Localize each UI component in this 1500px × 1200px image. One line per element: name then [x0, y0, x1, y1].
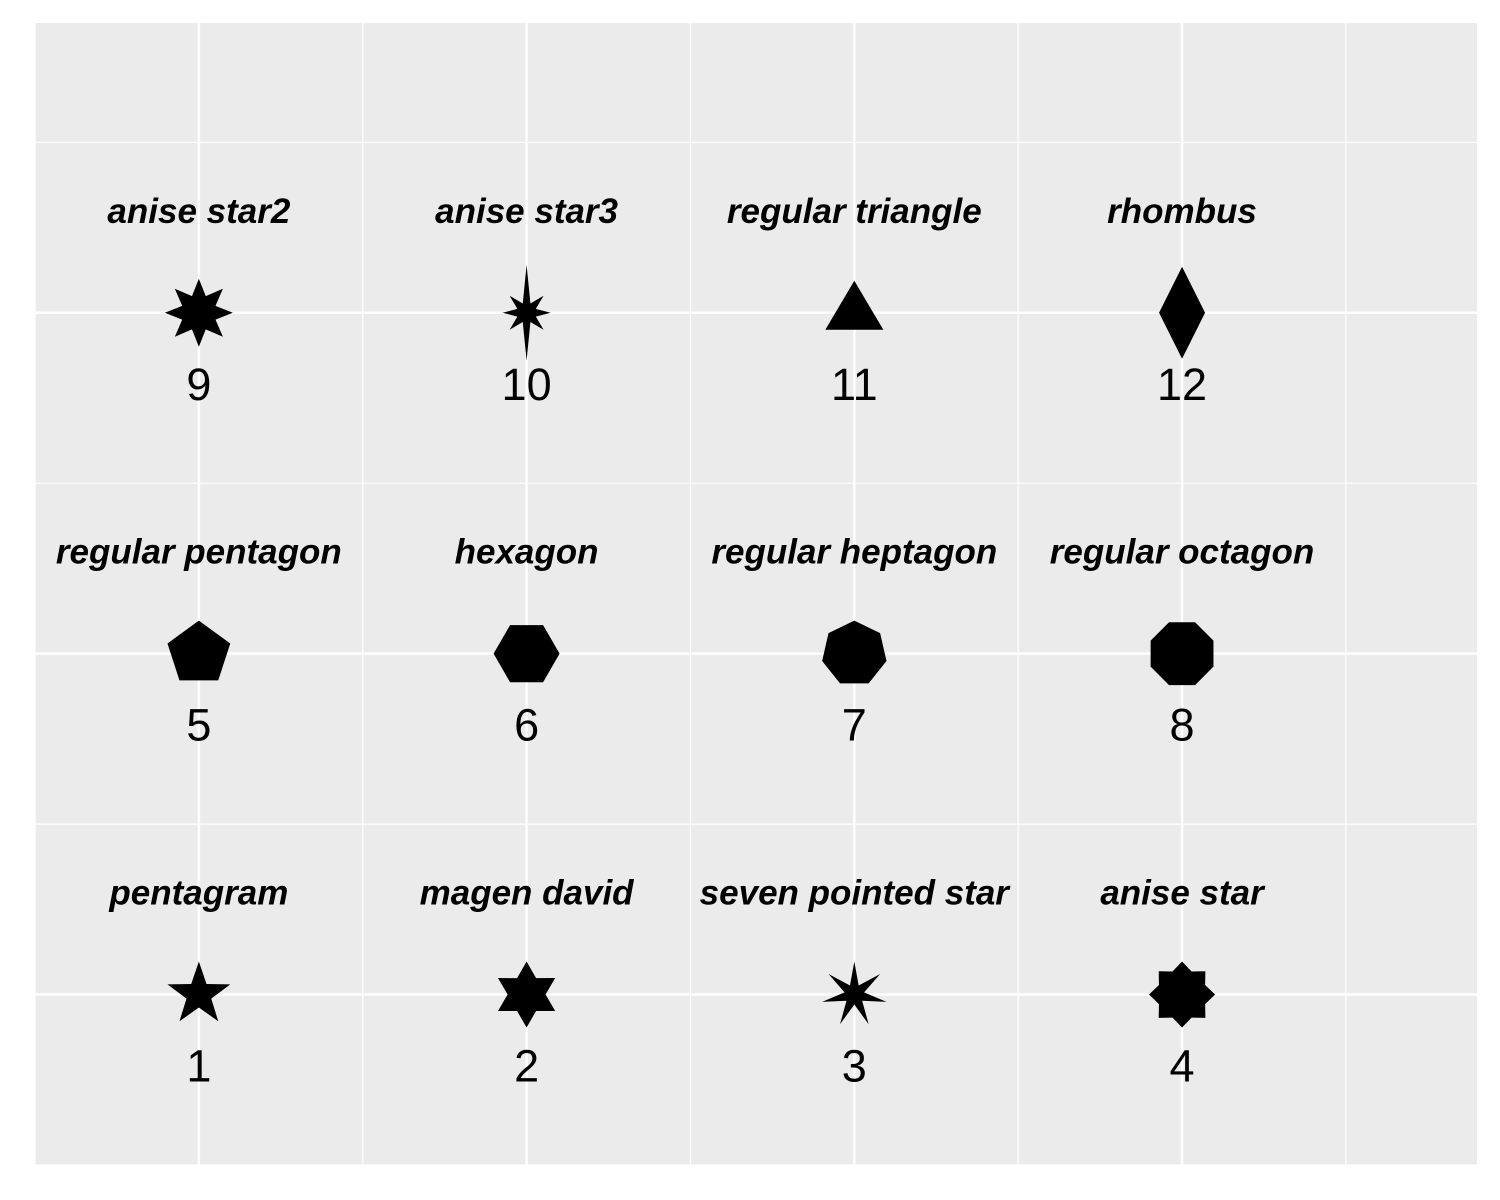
regular-triangle-icon [825, 280, 884, 330]
shape-number-label: 12 [1157, 359, 1207, 410]
shape-name-label: regular heptagon [711, 533, 997, 572]
shape-name-label: seven pointed star [700, 874, 1012, 913]
seven-pointed-star-icon [822, 961, 887, 1025]
shape-name-label: anise star [1100, 874, 1266, 913]
shape-number-label: 8 [1170, 700, 1195, 751]
shape-number-label: 11 [831, 359, 878, 410]
anise-star2-icon [164, 278, 233, 347]
shape-name-label: hexagon [455, 533, 599, 572]
anise-star-icon [1149, 961, 1216, 1028]
shape-number-label: 5 [186, 700, 211, 751]
shape-name-label: rhombus [1107, 192, 1257, 231]
regular-heptagon-icon [822, 620, 887, 684]
shape-number-label: 6 [514, 700, 539, 751]
shape-number-label: 2 [514, 1041, 539, 1092]
hexagon-icon [493, 625, 560, 683]
shape-number-label: 1 [186, 1041, 211, 1092]
regular-pentagon-icon [167, 620, 231, 681]
shape-name-label: anise star3 [435, 192, 618, 231]
pentagram-icon [167, 961, 231, 1022]
shape-number-label: 9 [186, 359, 211, 410]
anise-star3-icon [502, 264, 551, 361]
shape-name-label: magen david [420, 874, 635, 913]
shape-name-label: regular pentagon [56, 533, 342, 572]
shape-name-label: regular triangle [727, 192, 982, 231]
shape-number-label: 3 [842, 1041, 867, 1092]
regular-octagon-icon [1150, 622, 1214, 686]
shape-number-label: 4 [1170, 1041, 1195, 1092]
plot-panel [35, 23, 1477, 1165]
shape-name-label: regular octagon [1050, 533, 1314, 572]
shape-number-label: 7 [842, 700, 867, 751]
shape-number-label: 10 [502, 359, 552, 410]
magen-david-icon [498, 961, 556, 1028]
rhombus-icon [1159, 266, 1206, 359]
chart-marks: pentagram 1 magen david 2 seven pointed star… [56, 192, 1314, 1092]
shape-name-label: anise star2 [107, 192, 290, 231]
shape-name-label: pentagram [108, 874, 288, 913]
